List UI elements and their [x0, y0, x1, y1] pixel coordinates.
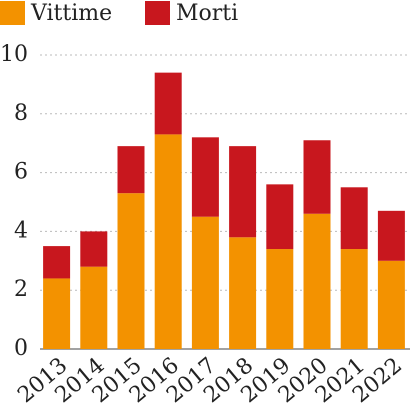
bar-segment — [80, 231, 108, 267]
bar-segment — [340, 187, 368, 250]
bar-segment — [303, 213, 331, 349]
bar-segment — [191, 216, 219, 349]
bar-segment — [117, 146, 145, 194]
bar-segment — [154, 72, 182, 135]
legend-label: Vittime — [30, 1, 112, 26]
bar-segment — [80, 266, 108, 349]
bar-segment — [43, 278, 71, 349]
legend-swatch — [0, 1, 25, 25]
bar-segment — [229, 237, 257, 349]
y-tick-label: 0 — [14, 336, 28, 361]
bar-segment — [303, 140, 331, 214]
bar-segment — [191, 137, 219, 217]
bar-segment — [117, 193, 145, 349]
legend-swatch — [145, 1, 170, 25]
bar-segment — [154, 134, 182, 349]
bar-segment — [377, 210, 405, 261]
bar-segment — [340, 249, 368, 349]
bar-segment — [229, 146, 257, 238]
bar-segment — [377, 260, 405, 349]
y-tick-label: 2 — [14, 277, 28, 302]
y-tick-label: 10 — [0, 42, 28, 67]
legend-label: Morti — [176, 1, 238, 26]
bar-segment — [266, 184, 294, 250]
y-tick-label: 4 — [14, 218, 28, 243]
bar-segment — [43, 246, 71, 279]
bar-segment — [266, 249, 294, 349]
y-tick-label: 8 — [14, 101, 28, 126]
y-tick-label: 6 — [14, 160, 28, 185]
